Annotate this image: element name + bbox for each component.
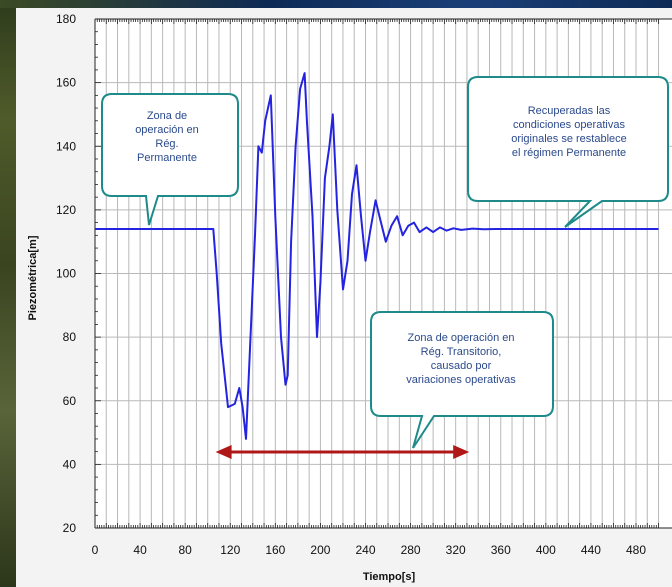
arrow-head-right — [453, 445, 470, 459]
callout-box-recovered — [467, 76, 669, 228]
chart-panel: 0 40 80 120 160 200 240 280 320 360 400 440 480 20 40 6… — [16, 8, 672, 587]
transient-range-arrow — [215, 445, 470, 459]
y-tick-label: 100 — [56, 267, 76, 281]
y-tick-label: 120 — [56, 203, 76, 217]
x-tick-label: 320 — [446, 543, 466, 557]
callout-text-transient: Zona de operación en Rég. Transitorio, c… — [406, 332, 516, 386]
x-tick-label: 280 — [401, 543, 421, 557]
tick-labels: 0 40 80 120 160 200 240 280 320 360 400 440 480 20 40 6… — [56, 12, 646, 557]
callout-text-recovered: Recuperadas las condiciones operativas o… — [511, 105, 627, 159]
y-tick-label: 60 — [63, 394, 77, 408]
y-tick-label: 20 — [63, 521, 77, 535]
x-tick-label: 160 — [265, 543, 285, 557]
callout-box-transient — [370, 311, 554, 449]
y-tick-label: 180 — [56, 12, 76, 26]
background-photo-strip — [0, 0, 16, 587]
x-tick-label: 440 — [581, 543, 601, 557]
y-tick-label: 40 — [63, 457, 77, 471]
arrow-head-left — [215, 445, 232, 459]
x-tick-label: 400 — [536, 543, 556, 557]
y-tick-label: 80 — [63, 330, 77, 344]
piezometric-series-line — [95, 72, 659, 440]
chart: 0 40 80 120 160 200 240 280 320 360 400 440 480 20 40 6… — [27, 12, 672, 583]
x-tick-label: 80 — [178, 543, 192, 557]
x-tick-label: 120 — [220, 543, 240, 557]
x-tick-label: 0 — [92, 543, 99, 557]
callout-text-permanent: Zona de operación en Rég. Permanente — [135, 110, 199, 164]
background-top-strip — [0, 0, 672, 8]
x-tick-label: 200 — [310, 543, 330, 557]
x-tick-label: 240 — [355, 543, 375, 557]
callout-box-permanent — [101, 93, 239, 226]
series — [95, 72, 659, 440]
x-tick-label: 360 — [491, 543, 511, 557]
y-tick-label: 160 — [56, 76, 76, 90]
y-axis-title: Piezométrica[m] — [27, 235, 39, 320]
x-axis-title: Tiempo[s] — [363, 571, 416, 583]
callouts — [101, 76, 669, 449]
x-tick-label: 480 — [626, 543, 646, 557]
x-tick-label: 40 — [133, 543, 147, 557]
y-tick-label: 140 — [56, 139, 76, 153]
